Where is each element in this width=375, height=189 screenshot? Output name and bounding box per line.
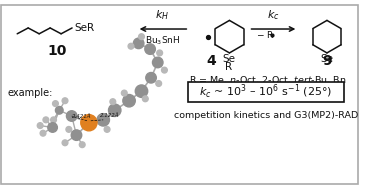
Text: Se: Se bbox=[321, 54, 333, 64]
Circle shape bbox=[43, 117, 49, 123]
Circle shape bbox=[128, 43, 134, 49]
Circle shape bbox=[56, 106, 63, 114]
Text: Bu$_3$SnH: Bu$_3$SnH bbox=[145, 35, 180, 47]
Circle shape bbox=[146, 73, 156, 83]
Text: R = Me, $n$-Oct, 2-Oct, $\it{tert}$-Bu, Bn: R = Me, $n$-Oct, 2-Oct, $\it{tert}$-Bu, … bbox=[189, 74, 346, 86]
Circle shape bbox=[51, 117, 56, 123]
Text: 10: 10 bbox=[48, 44, 67, 58]
Circle shape bbox=[162, 67, 167, 73]
Circle shape bbox=[139, 34, 144, 40]
Circle shape bbox=[66, 126, 72, 132]
Circle shape bbox=[62, 140, 68, 146]
Text: $k_{H}$: $k_{H}$ bbox=[156, 9, 170, 22]
Text: example:: example: bbox=[8, 88, 53, 98]
Circle shape bbox=[134, 38, 144, 49]
Text: $k_{c}$: $k_{c}$ bbox=[267, 9, 280, 22]
Text: $k_{c}$ ~ 10$^{3}$ – 10$^{6}$ s$^{-1}$ (25°): $k_{c}$ ~ 10$^{3}$ – 10$^{6}$ s$^{-1}$ (… bbox=[199, 83, 332, 101]
Circle shape bbox=[135, 85, 148, 97]
Circle shape bbox=[71, 130, 82, 140]
Circle shape bbox=[48, 123, 57, 132]
Circle shape bbox=[122, 90, 127, 96]
Circle shape bbox=[153, 57, 163, 68]
Circle shape bbox=[62, 98, 68, 104]
FancyBboxPatch shape bbox=[188, 82, 344, 102]
Text: 2.122Å: 2.122Å bbox=[100, 113, 120, 118]
Circle shape bbox=[145, 44, 155, 54]
Text: $-$ R: $-$ R bbox=[256, 29, 274, 40]
Text: 4: 4 bbox=[206, 53, 216, 67]
Text: Se: Se bbox=[222, 54, 235, 64]
Circle shape bbox=[37, 123, 43, 129]
Circle shape bbox=[97, 114, 109, 126]
Circle shape bbox=[53, 101, 58, 106]
Circle shape bbox=[110, 99, 116, 105]
Text: 2.421Å: 2.421Å bbox=[72, 114, 91, 119]
Circle shape bbox=[66, 111, 77, 121]
Text: SeR: SeR bbox=[74, 23, 94, 33]
Circle shape bbox=[123, 94, 135, 107]
Text: competition kinetics and G3(MP2)-RAD: competition kinetics and G3(MP2)-RAD bbox=[174, 111, 358, 120]
Circle shape bbox=[142, 96, 148, 102]
Circle shape bbox=[108, 104, 121, 116]
Circle shape bbox=[81, 115, 97, 131]
Circle shape bbox=[156, 81, 162, 86]
Text: R: R bbox=[225, 63, 232, 72]
Circle shape bbox=[80, 142, 85, 148]
Text: 9: 9 bbox=[322, 53, 332, 67]
Circle shape bbox=[104, 126, 110, 132]
Circle shape bbox=[157, 50, 162, 56]
Circle shape bbox=[40, 130, 46, 136]
